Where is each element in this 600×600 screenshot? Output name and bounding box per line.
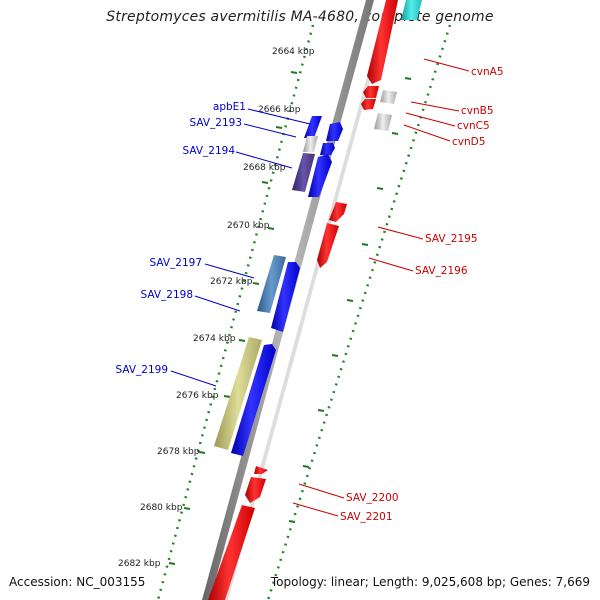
gene-label-sav2199[interactable]: SAV_2199 — [115, 364, 168, 376]
gene-label-cvnB5[interactable]: cvnB5 — [461, 105, 494, 117]
shaded-genes — [214, 136, 318, 450]
gene-label-cvnC5[interactable]: cvnC5 — [457, 120, 490, 132]
gene-label-sav2196[interactable]: SAV_2196 — [415, 265, 468, 277]
leader-lines — [170, 58, 470, 517]
gene-label-cvnA5[interactable]: cvnA5 — [471, 66, 504, 78]
gene-sav2199-shaded[interactable] — [214, 337, 262, 450]
accession-text: Accession: NC_003155 — [9, 575, 146, 589]
gene-label-apbE1[interactable]: apbE1 — [213, 101, 246, 113]
gene-grey-block[interactable] — [303, 136, 318, 152]
gene-sav2196-reverse[interactable] — [317, 223, 339, 268]
gene-label-sav2200[interactable]: SAV_2200 — [346, 492, 399, 504]
gene-cvnA5b-reverse[interactable] — [363, 86, 379, 98]
tick-label: 2674 kbp — [193, 334, 236, 344]
gene-sav2197-shaded[interactable] — [257, 255, 286, 313]
tick-label: 2678 kbp — [157, 447, 200, 457]
tick-label: 2680 kbp — [140, 503, 183, 513]
gene-sav2200-reverse[interactable] — [245, 477, 266, 503]
gene-sav2194-forward[interactable] — [308, 154, 332, 197]
tick-label: 2672 kbp — [210, 277, 253, 287]
gene-sav2199-forward[interactable] — [231, 344, 276, 456]
forward-genes — [231, 116, 343, 456]
left-dotted-track — [156, 24, 315, 600]
gene-label-cvnD5[interactable]: cvnD5 — [452, 136, 485, 148]
gene-label-sav2195[interactable]: SAV_2195 — [425, 233, 478, 245]
gene-sav2195-reverse[interactable] — [329, 202, 347, 222]
gene-label-sav2193[interactable]: SAV_2193 — [189, 117, 242, 129]
map-title: Streptomyces avermitilis MA-4680, comple… — [106, 9, 494, 25]
gene-sav2193b-forward[interactable] — [320, 143, 335, 155]
gene-sav2193-forward[interactable] — [326, 122, 343, 141]
gene-sav2194-shaded[interactable] — [292, 153, 315, 192]
tick-label: 2668 kbp — [243, 163, 286, 173]
gene-cvnC5-grey[interactable] — [374, 113, 392, 131]
tick-label: 2666 kbp — [258, 105, 301, 115]
gene-cvnA5-reverse[interactable] — [367, 0, 398, 84]
topology-text: Topology: linear; Length: 9,025,608 bp; … — [270, 575, 590, 589]
tick-label: 2670 kbp — [227, 221, 270, 231]
gene-sav2198-forward[interactable] — [271, 262, 300, 332]
gene-label-sav2197[interactable]: SAV_2197 — [149, 257, 202, 269]
reverse-genes — [208, 0, 422, 600]
gene-cvnB5-reverse[interactable] — [361, 99, 376, 110]
gene-sav2200a-reverse[interactable] — [254, 466, 268, 474]
tick-label: 2682 kbp — [118, 559, 161, 569]
gene-cvnB5-grey[interactable] — [380, 90, 397, 104]
tick-label: 2676 kbp — [176, 391, 219, 401]
gene-label-sav2201[interactable]: SAV_2201 — [340, 511, 393, 523]
tick-marks — [168, 71, 412, 565]
gene-label-sav2194[interactable]: SAV_2194 — [182, 145, 235, 157]
tick-label: 2664 kbp — [272, 47, 315, 57]
gene-apbE1-forward[interactable] — [304, 116, 322, 138]
gene-sav2201-reverse[interactable] — [208, 505, 255, 600]
gene-cyan-top[interactable] — [401, 0, 422, 20]
gene-label-sav2198[interactable]: SAV_2198 — [140, 289, 193, 301]
